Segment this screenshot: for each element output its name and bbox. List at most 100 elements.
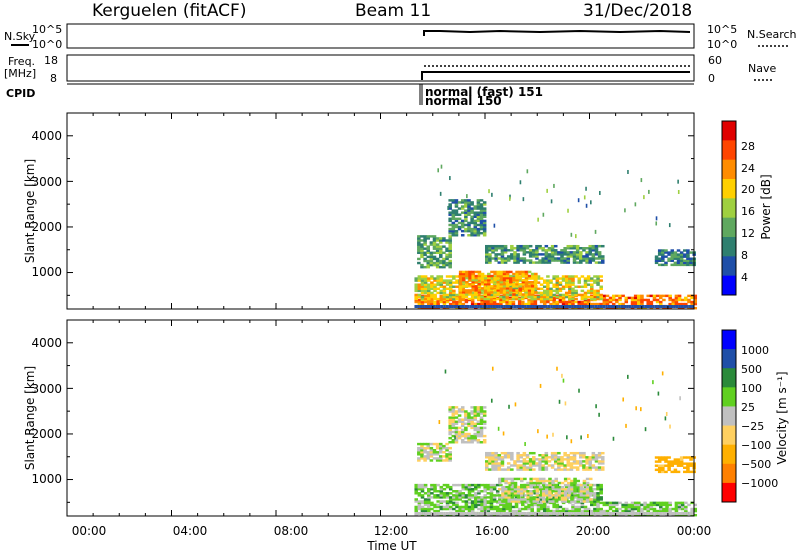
echo-cell — [536, 306, 541, 310]
echo-cell — [506, 259, 511, 262]
echo-cell — [448, 295, 453, 299]
echo-cell — [442, 239, 446, 242]
echo-cell — [461, 297, 466, 301]
echo-cell — [662, 501, 666, 505]
echo-cell — [420, 453, 424, 456]
echo-cell — [583, 285, 588, 288]
echo-cell — [676, 460, 681, 463]
echo-cell — [586, 289, 591, 293]
echo-cell — [548, 477, 552, 481]
echo-cell — [414, 498, 418, 501]
echo-cell — [563, 451, 567, 455]
echo-cell — [414, 513, 418, 517]
echo-cell — [550, 305, 553, 308]
echo-cell — [567, 490, 571, 493]
echo-cell — [448, 500, 453, 503]
echo-cell — [546, 293, 550, 297]
echo-cell — [451, 414, 456, 417]
echo-cell — [439, 191, 442, 196]
echo-cell — [442, 444, 446, 448]
echo-cell — [620, 305, 624, 308]
echo-cell — [667, 462, 671, 465]
echo-cell — [593, 496, 597, 499]
echo-cell — [560, 498, 565, 501]
echo-cell — [436, 500, 440, 503]
echo-cell — [664, 458, 668, 461]
echo-cell — [427, 293, 431, 297]
echo-cell — [520, 490, 524, 493]
echo-cell — [510, 477, 515, 481]
echo-cell — [583, 507, 588, 511]
echo-cell — [451, 408, 456, 411]
echo-cell — [571, 281, 575, 284]
echo-cell — [420, 513, 425, 517]
echo-cell — [420, 255, 424, 259]
echo-cell — [686, 259, 690, 262]
echo-cell — [417, 293, 422, 297]
echo-cell — [525, 456, 530, 459]
echo-cell — [444, 369, 447, 374]
echo-cell — [427, 287, 431, 291]
echo-cell — [673, 305, 676, 308]
echo-cell — [451, 438, 456, 442]
echo-cell — [496, 289, 501, 292]
echo-cell — [633, 503, 638, 507]
echo-cell — [420, 279, 425, 282]
echo-cell — [558, 509, 563, 513]
echo-cell — [464, 305, 467, 308]
echo-cell — [529, 305, 533, 308]
echo-cell — [470, 234, 474, 237]
echo-cell — [533, 289, 538, 293]
velocity-ytick-2000: 2000 — [31, 427, 62, 441]
echo-cell — [417, 305, 420, 308]
echo-cell — [483, 503, 487, 507]
echo-cell — [496, 270, 501, 274]
echo-cell — [575, 451, 580, 455]
echo-cell — [677, 189, 680, 194]
echo-cell — [588, 466, 592, 469]
echo-cell — [516, 466, 520, 469]
echo-cell — [461, 505, 466, 509]
echo-cell — [602, 300, 607, 304]
echo-cell — [452, 496, 456, 499]
echo-cell — [499, 280, 504, 284]
echo-cell — [668, 294, 672, 298]
echo-cell — [520, 477, 524, 481]
echo-cell — [467, 483, 472, 487]
echo-cell — [596, 281, 600, 284]
echo-cell — [523, 490, 527, 493]
echo-cell — [439, 455, 443, 458]
echo-cell — [574, 505, 578, 509]
echo-cell — [557, 464, 561, 467]
echo-cell — [527, 505, 531, 509]
nsky-trace — [423, 29, 691, 36]
echo-cell — [429, 253, 434, 257]
echo-cell — [561, 275, 566, 278]
echo-cell — [580, 289, 585, 293]
echo-cell — [535, 485, 540, 489]
echo-cell — [627, 507, 632, 511]
echo-cell — [625, 423, 627, 428]
echo-cell — [539, 306, 544, 310]
echo-cell — [519, 454, 524, 457]
echo-cell — [426, 453, 431, 456]
echo-cell — [563, 490, 568, 493]
echo-cell — [553, 259, 558, 262]
echo-cell — [486, 306, 491, 310]
echo-cell — [462, 270, 466, 274]
echo-cell — [507, 487, 511, 491]
echo-cell — [464, 483, 469, 487]
echo-cell — [553, 458, 558, 461]
echo-cell — [690, 294, 694, 298]
echo-cell — [664, 464, 668, 467]
echo-cell — [467, 485, 472, 489]
echo-cell — [582, 500, 587, 503]
echo-cell — [452, 503, 456, 507]
echo-cell — [505, 503, 509, 507]
echo-cell — [464, 418, 468, 421]
echo-cell — [511, 512, 514, 515]
echo-cell — [618, 306, 622, 310]
echo-cell — [499, 503, 503, 507]
echo-cell — [679, 456, 684, 459]
echo-cell — [511, 300, 516, 304]
